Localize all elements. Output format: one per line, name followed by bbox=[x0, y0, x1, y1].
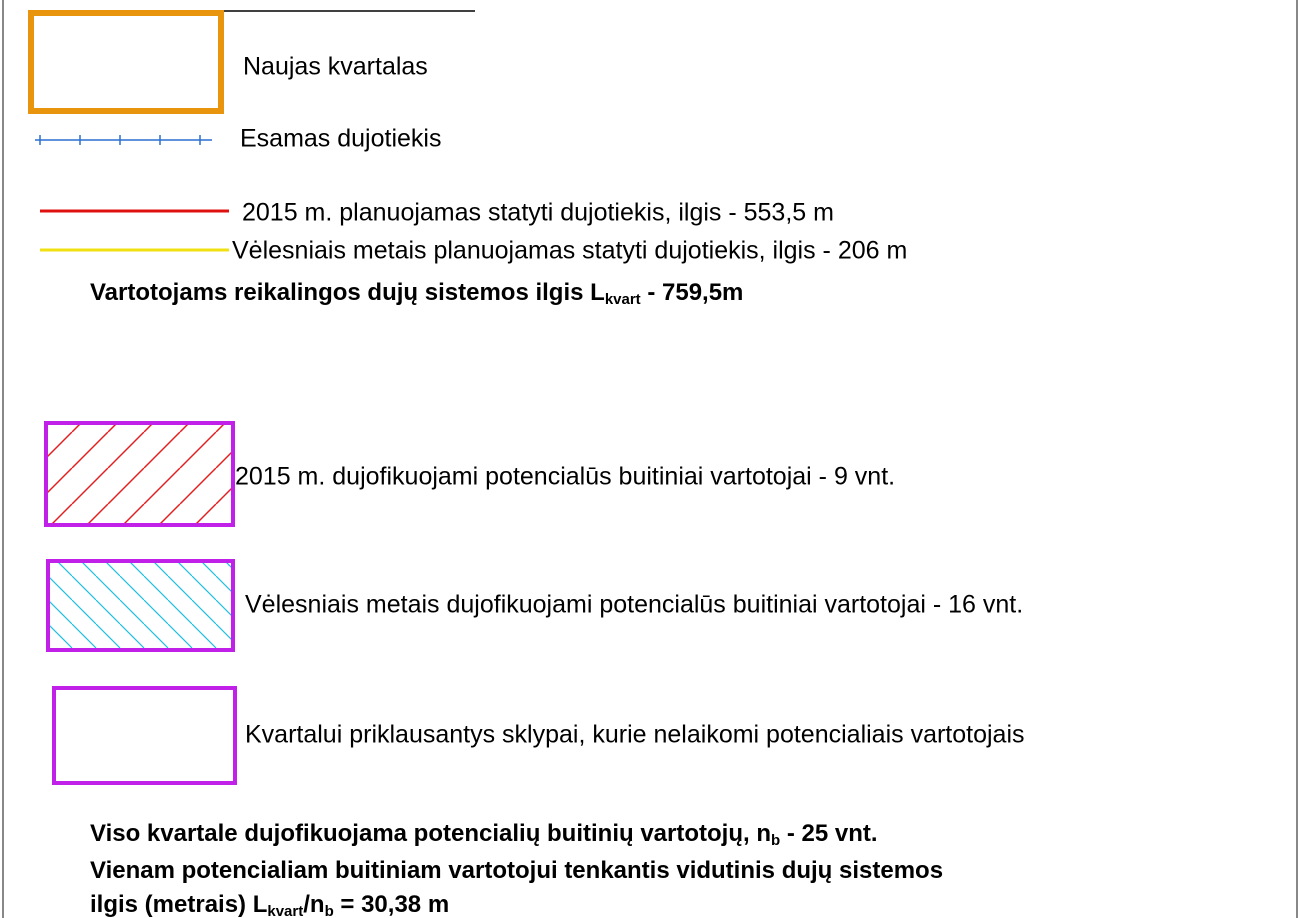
length-summary: Vartotojams reikalingos dujų sistemos il… bbox=[90, 279, 743, 308]
subscript: b bbox=[771, 832, 780, 849]
subscript: b bbox=[325, 903, 334, 918]
total-line: Vienam potencialiam buitiniam vartotojui… bbox=[90, 857, 943, 884]
subscript: kvart bbox=[267, 903, 303, 918]
total-line: Viso kvartale dujofikuojama potencialių … bbox=[90, 820, 878, 849]
text-run: = 30,38 m bbox=[334, 891, 449, 918]
existing-pipeline-symbol bbox=[35, 135, 212, 145]
consumer-label: 2015 m. dujofikuojami potencialūs buitin… bbox=[235, 463, 895, 491]
legend-label: Vėlesniais metais planuojamas statyti du… bbox=[232, 237, 907, 265]
text-run: /n bbox=[303, 891, 324, 918]
text-run: Viso kvartale dujofikuojama potencialių … bbox=[90, 820, 771, 847]
consumer-label: Kvartalui priklausantys sklypai, kurie n… bbox=[245, 721, 1025, 749]
consumer-label: Vėlesniais metais dujofikuojami potencia… bbox=[245, 591, 1023, 619]
text-run: - 759,5m bbox=[641, 279, 744, 306]
text-run: ilgis (metrais) L bbox=[90, 891, 267, 918]
consumers-later-symbol bbox=[46, 559, 235, 652]
legend-label: 2015 m. planuojamas statyti dujotiekis, … bbox=[242, 199, 834, 227]
consumers-2015-symbol bbox=[44, 421, 235, 527]
legend-label: Esamas dujotiekis bbox=[240, 125, 441, 153]
subscript: kvart bbox=[605, 291, 641, 308]
total-line: ilgis (metrais) Lkvart/nb = 30,38 m bbox=[90, 891, 449, 918]
text-run: Vienam potencialiam buitiniam vartotojui… bbox=[90, 857, 943, 884]
new-quarter-symbol bbox=[28, 10, 224, 114]
text-run: Vartotojams reikalingos dujų sistemos il… bbox=[90, 279, 605, 306]
legend-label: Naujas kvartalas bbox=[243, 53, 428, 81]
non-consumer-plots-symbol bbox=[52, 686, 237, 785]
text-run: - 25 vnt. bbox=[780, 820, 877, 847]
